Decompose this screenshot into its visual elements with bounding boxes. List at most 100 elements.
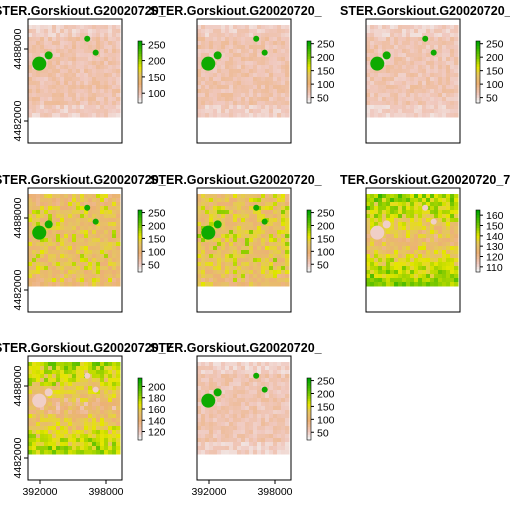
raster-cell <box>60 262 65 267</box>
raster-cell <box>209 89 214 94</box>
raster-cell <box>249 370 254 375</box>
raster-cell <box>108 390 113 395</box>
raster-cell <box>285 85 290 90</box>
raster-cell <box>84 430 89 435</box>
raster-cell <box>221 81 226 86</box>
legend-swatch <box>307 77 311 81</box>
raster-cell <box>64 406 69 411</box>
raster-cell <box>116 234 121 239</box>
raster-cell <box>100 61 105 66</box>
raster-cell <box>76 234 81 239</box>
raster-cell <box>261 222 266 227</box>
raster-cell <box>265 230 270 235</box>
legend-swatch <box>138 74 142 78</box>
legend-swatch <box>307 385 311 389</box>
raster-cell <box>64 29 69 34</box>
raster-cell <box>72 438 77 443</box>
raster-cell <box>112 262 117 267</box>
raster-cell <box>209 370 214 375</box>
raster-cell <box>406 234 411 239</box>
raster-cell <box>454 222 459 227</box>
raster-cell <box>44 77 49 82</box>
raster-cell <box>44 109 49 114</box>
raster-cell <box>245 73 250 78</box>
raster-cell <box>104 194 109 199</box>
raster-cell <box>108 374 113 379</box>
raster-cell <box>225 406 230 411</box>
raster-cell <box>434 41 439 46</box>
raster-cell <box>96 274 101 279</box>
raster-cell <box>410 218 415 223</box>
raster-cell <box>221 406 226 411</box>
raster-cell <box>68 394 73 399</box>
raster-cell <box>88 238 93 243</box>
raster-cell <box>390 254 395 259</box>
raster-cell <box>28 370 33 375</box>
raster-cell <box>100 238 105 243</box>
raster-cell <box>48 274 53 279</box>
raster-cell <box>96 366 101 371</box>
raster-cell <box>269 194 274 199</box>
raster-cell <box>438 69 443 74</box>
raster-cell <box>225 234 230 239</box>
raster-cell <box>68 89 73 94</box>
raster-cell <box>253 254 258 259</box>
raster-cell <box>44 97 49 102</box>
raster-cell <box>104 210 109 215</box>
raster-cell <box>426 65 431 70</box>
raster-cell <box>281 418 286 423</box>
raster-cell <box>285 202 290 207</box>
raster-cell <box>76 270 81 275</box>
raster-cell <box>112 270 117 275</box>
raster-cell <box>92 73 97 78</box>
raster-cell <box>426 89 431 94</box>
raster-cell <box>92 254 97 259</box>
raster-cell <box>84 53 89 58</box>
raster-cell <box>386 254 391 259</box>
raster-cell <box>76 446 81 451</box>
raster-cell <box>386 109 391 114</box>
raster-cell <box>112 77 117 82</box>
raster-cell <box>56 402 61 407</box>
raster-cell <box>217 226 222 231</box>
raster-cell <box>44 81 49 86</box>
raster-cell <box>92 430 97 435</box>
raster-cell <box>410 113 415 118</box>
legend-swatch <box>307 243 311 247</box>
raster-cell <box>277 45 282 50</box>
raster-cell <box>426 202 431 207</box>
raster-cell <box>32 69 37 74</box>
raster-cell <box>44 362 49 367</box>
raster-cell <box>44 37 49 42</box>
raster-cell <box>273 278 278 283</box>
raster-cell <box>241 45 246 50</box>
raster-cell <box>225 45 230 50</box>
raster-cell <box>394 218 399 223</box>
raster-cell <box>52 65 57 70</box>
raster-cell <box>92 238 97 243</box>
raster-cell <box>201 386 206 391</box>
legend-swatch <box>476 82 480 86</box>
raster-cell <box>277 73 282 78</box>
raster-cell <box>285 69 290 74</box>
raster-cell <box>28 246 33 251</box>
raster-cell <box>382 89 387 94</box>
raster-cell <box>221 214 226 219</box>
raster-cell <box>48 258 53 263</box>
raster-cell <box>68 222 73 227</box>
raster-cell <box>221 218 226 223</box>
raster-cell <box>209 378 214 383</box>
raster-cell <box>281 262 286 267</box>
raster-cell <box>40 97 45 102</box>
raster-cell <box>418 61 423 66</box>
vegetation-patch <box>422 35 429 42</box>
raster-cell <box>48 113 53 118</box>
raster-cell <box>68 390 73 395</box>
raster-cell <box>48 206 53 211</box>
raster-cell <box>68 278 73 283</box>
legend-swatch <box>307 424 311 428</box>
raster-cell <box>418 198 423 203</box>
raster-cell <box>406 113 411 118</box>
raster-cell <box>100 198 105 203</box>
